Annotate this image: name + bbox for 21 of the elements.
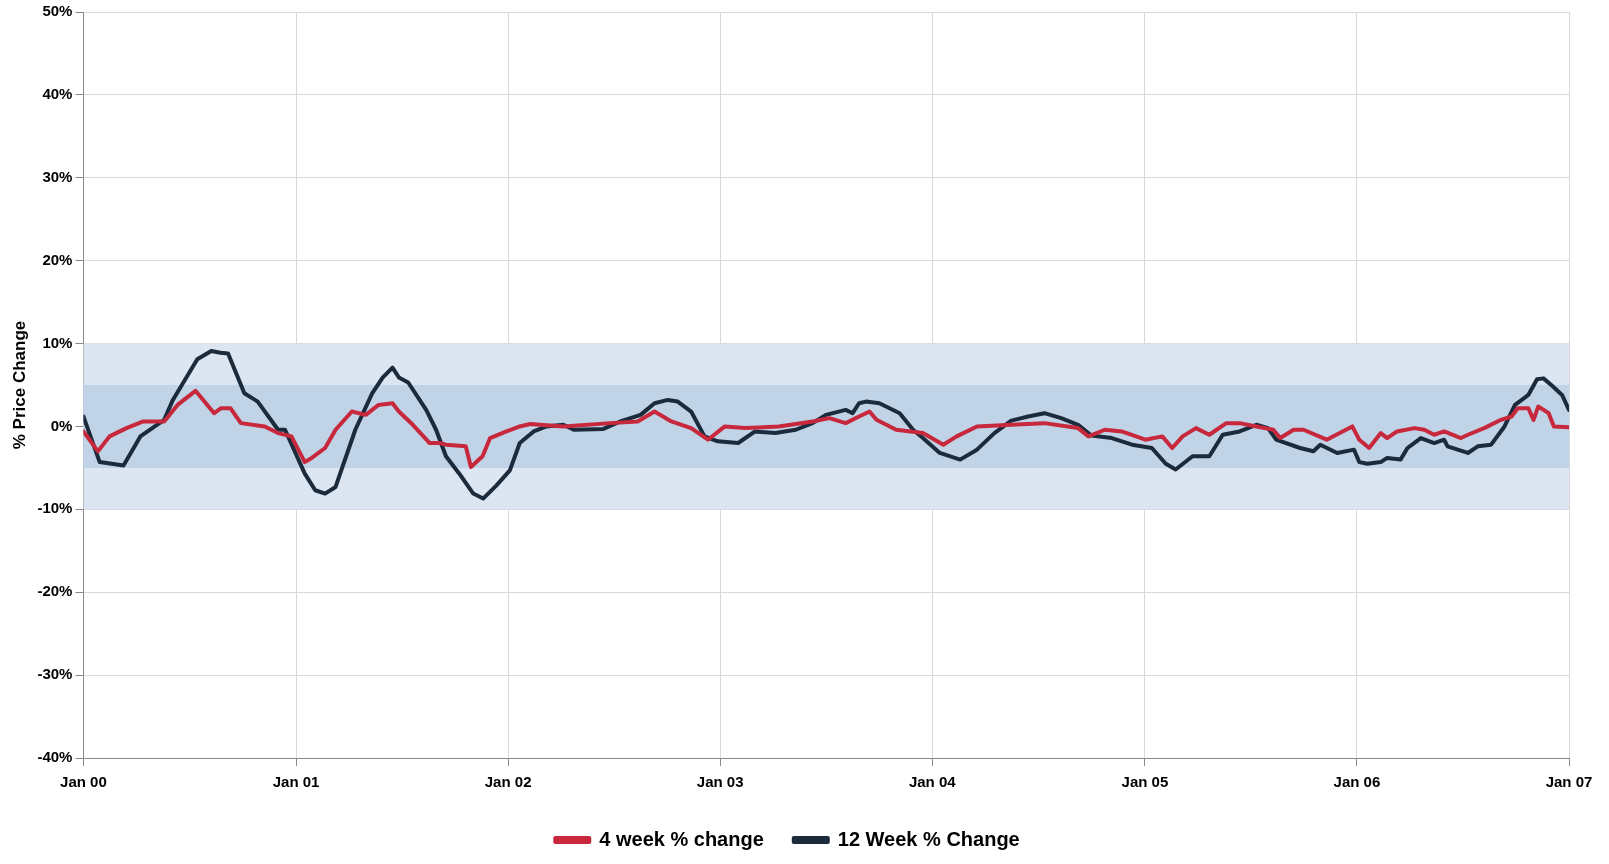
y-tick-label: 10% — [42, 333, 73, 351]
y-tick-label: -10% — [37, 499, 73, 517]
x-tick-label: Jan 01 — [272, 773, 320, 791]
y-tick-label: -30% — [37, 665, 73, 683]
x-tick-label: Jan 06 — [1333, 773, 1381, 791]
y-tick-label: -40% — [37, 748, 73, 766]
y-tick-label: 20% — [42, 250, 73, 268]
y-tick-label: 30% — [42, 167, 73, 185]
legend-label: 4 week % change — [599, 827, 764, 850]
x-tick-label: Jan 04 — [908, 773, 957, 791]
legend-label: 12 Week % Change — [837, 827, 1020, 850]
y-tick-label: 40% — [42, 85, 73, 103]
x-tick-label: Jan 03 — [696, 773, 744, 791]
y-tick-label: 50% — [42, 2, 73, 20]
y-tick-label: 0% — [50, 416, 73, 434]
x-tick-label: Jan 02 — [484, 773, 532, 791]
x-tick-label: Jan 00 — [60, 773, 107, 791]
x-tick-label: Jan 07 — [1545, 773, 1593, 791]
y-axis-title: % Price Change — [9, 320, 29, 450]
x-tick-label: Jan 05 — [1121, 773, 1169, 791]
y-tick-label: -20% — [37, 582, 73, 600]
